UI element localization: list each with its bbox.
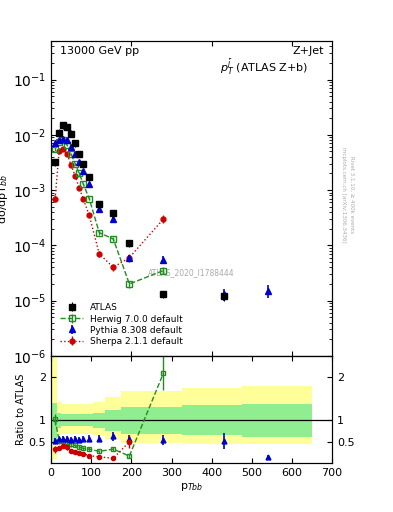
Text: ATLAS_2020_I1788444: ATLAS_2020_I1788444 xyxy=(148,268,235,276)
X-axis label: p$_{Tbb}$: p$_{Tbb}$ xyxy=(180,481,203,493)
Text: Z+Jet: Z+Jet xyxy=(292,46,324,56)
Text: mcplots.cern.ch [arXiv:1306.3436]: mcplots.cern.ch [arXiv:1306.3436] xyxy=(342,147,346,242)
Text: $p_T^{\bar{j}}$ (ATLAS Z+b): $p_T^{\bar{j}}$ (ATLAS Z+b) xyxy=(220,57,308,77)
Text: 13000 GeV pp: 13000 GeV pp xyxy=(59,46,139,56)
Y-axis label: dσ/dpT$_{bb}$: dσ/dpT$_{bb}$ xyxy=(0,173,10,224)
Text: Rivet 3.1.10, ≥ 400k events: Rivet 3.1.10, ≥ 400k events xyxy=(349,156,354,233)
Legend: ATLAS, Herwig 7.0.0 default, Pythia 8.308 default, Sherpa 2.1.1 default: ATLAS, Herwig 7.0.0 default, Pythia 8.30… xyxy=(59,301,185,348)
Y-axis label: Ratio to ATLAS: Ratio to ATLAS xyxy=(16,374,26,445)
